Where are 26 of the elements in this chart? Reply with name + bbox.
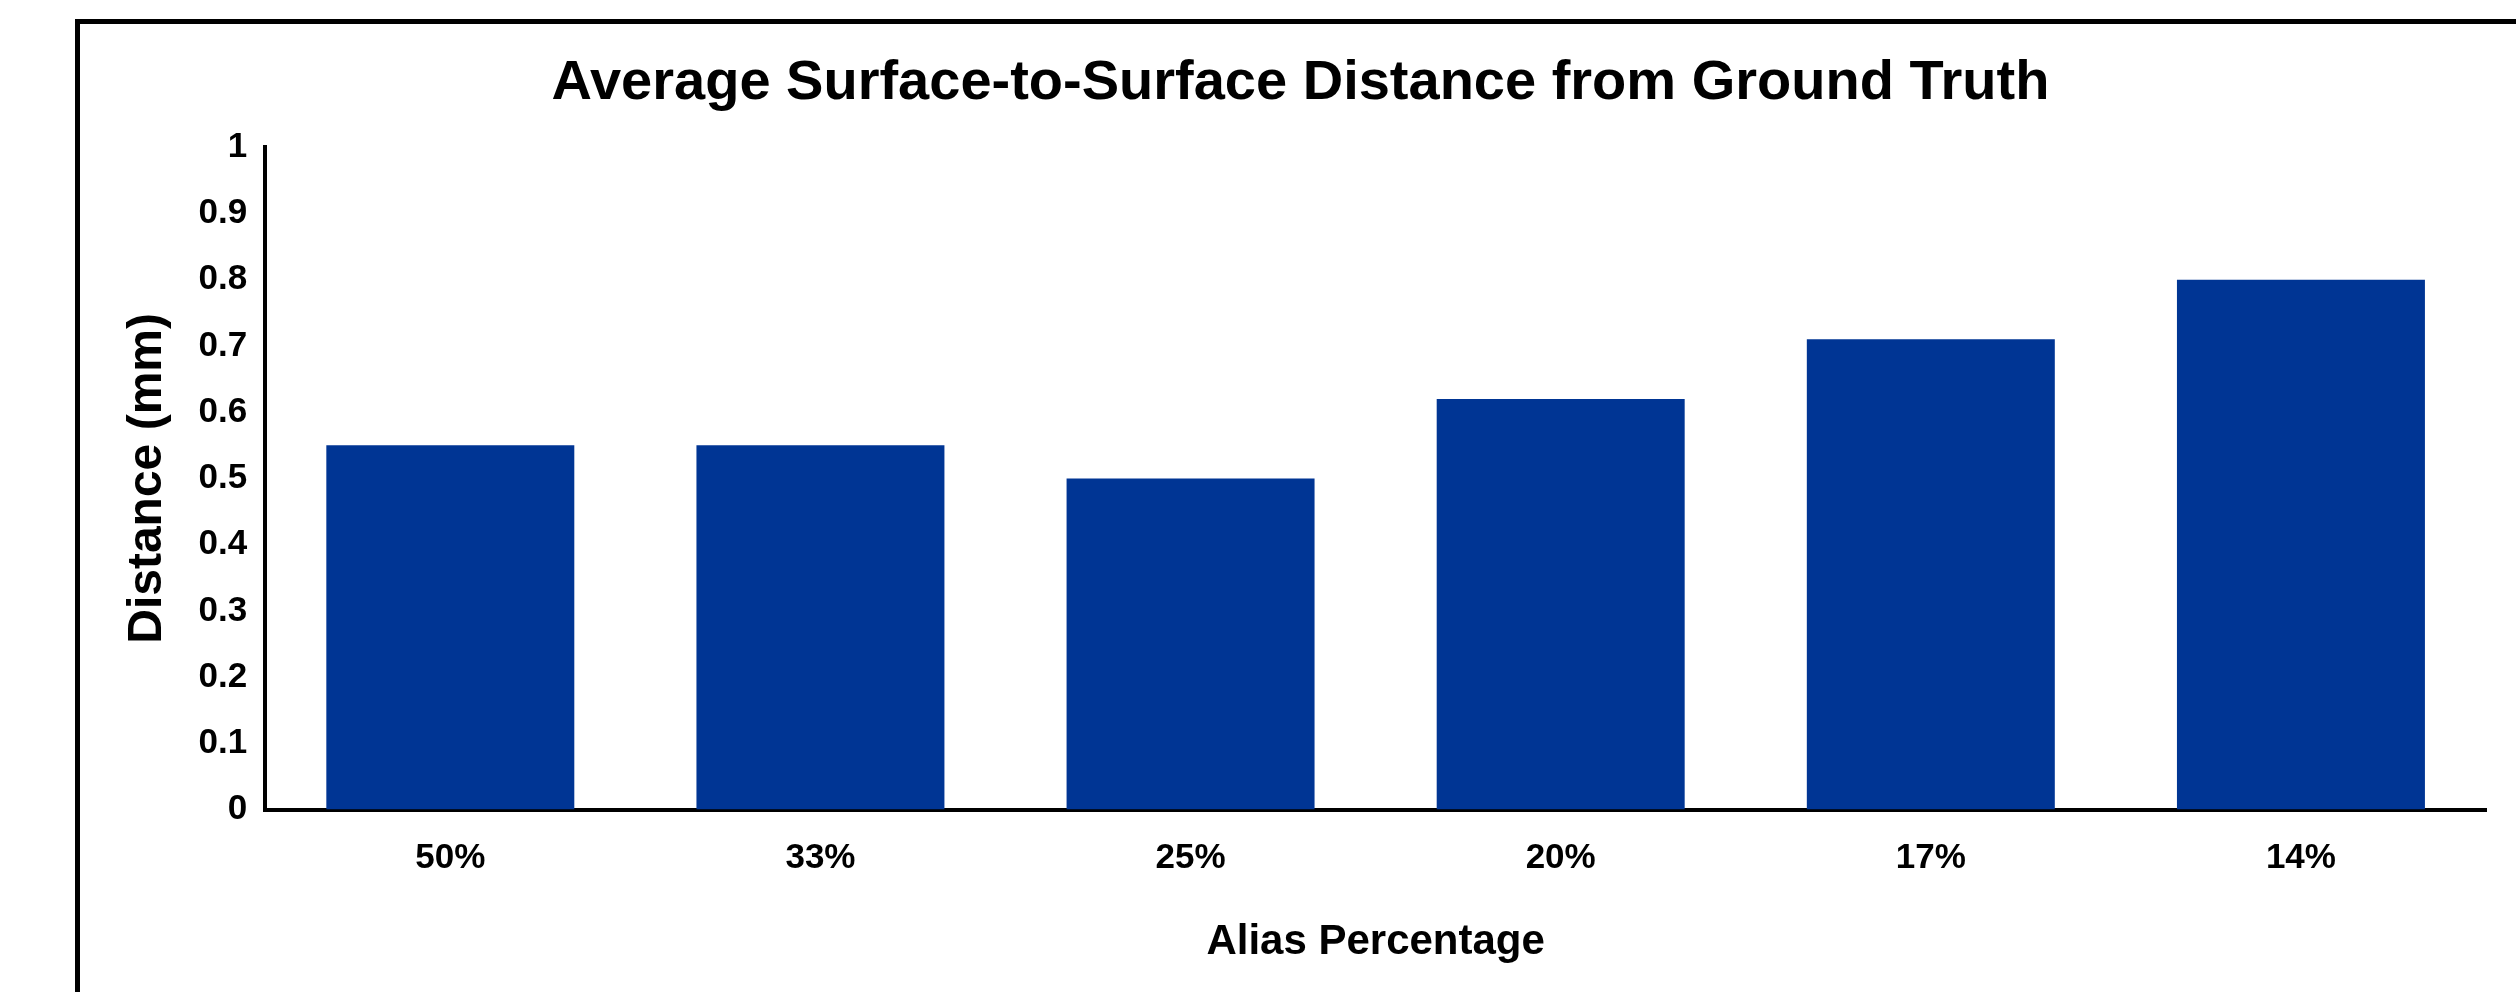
y-tick-label: 0.5 bbox=[198, 456, 248, 496]
x-tick-label: 25% bbox=[1155, 836, 1226, 876]
x-tick-label: 14% bbox=[2265, 836, 2336, 876]
y-tick-label: 0.4 bbox=[198, 522, 248, 562]
x-tick-label: 50% bbox=[415, 836, 486, 876]
x-tick-label: 20% bbox=[1525, 836, 1596, 876]
bar bbox=[696, 445, 945, 810]
y-tick-label: 0.8 bbox=[198, 257, 248, 297]
y-tick-label: 0.7 bbox=[198, 323, 248, 363]
y-axis-title: Distance (mm) bbox=[118, 313, 172, 644]
chart-title: Average Surface-to-Surface Distance from Ground Truth bbox=[551, 48, 2050, 112]
bar bbox=[1436, 398, 1685, 810]
y-tick-label: 0.6 bbox=[198, 389, 248, 429]
bar bbox=[2176, 279, 2425, 810]
bar bbox=[1066, 478, 1315, 810]
bar bbox=[326, 445, 575, 810]
y-tick-label: 0.2 bbox=[198, 654, 248, 694]
y-tick-label: 0.3 bbox=[198, 588, 248, 628]
x-tick-label: 33% bbox=[785, 836, 856, 876]
x-tick-label: 17% bbox=[1895, 836, 1966, 876]
y-tick-label: 0 bbox=[227, 787, 248, 827]
y-tick-label: 0.9 bbox=[198, 191, 248, 231]
x-axis-title: Alias Percentage bbox=[1206, 916, 1545, 964]
y-tick-label: 1 bbox=[227, 124, 248, 164]
y-tick-label: 0.1 bbox=[198, 721, 248, 761]
bar bbox=[1806, 339, 2055, 810]
